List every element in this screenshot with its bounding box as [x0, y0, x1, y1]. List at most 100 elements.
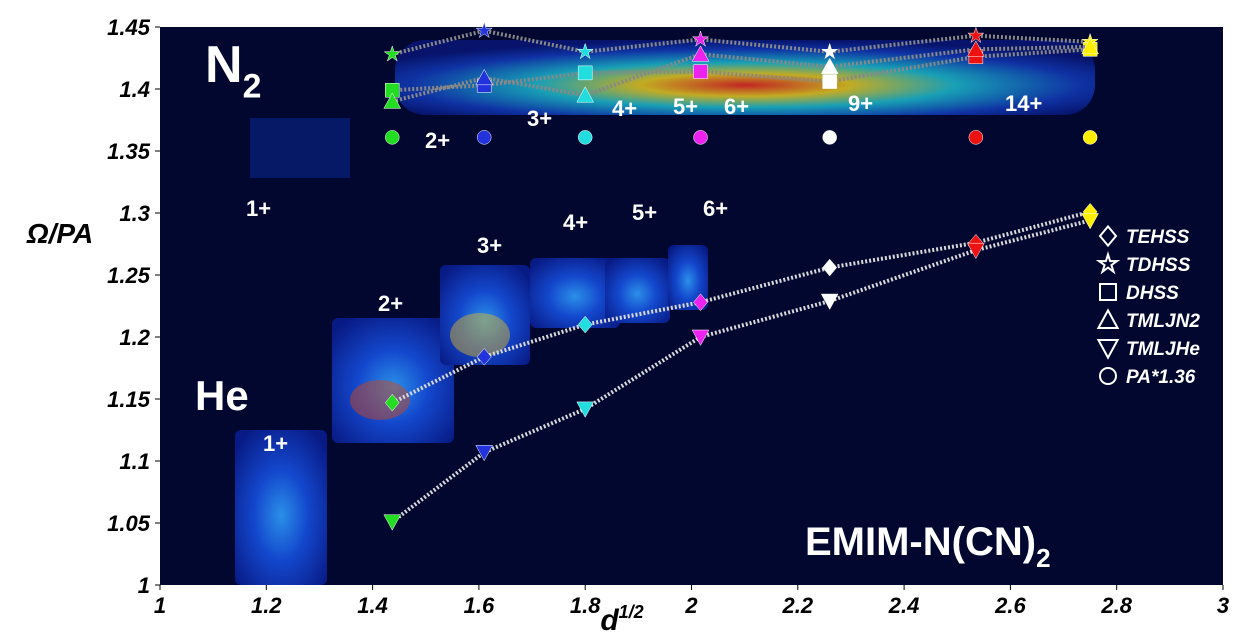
marker — [385, 130, 400, 145]
annotation: 4+ — [563, 210, 588, 235]
annotation: N2 — [205, 36, 261, 106]
marker — [576, 401, 595, 418]
marker — [383, 92, 402, 109]
annotation: EMIM-N(CN)2 — [805, 520, 1051, 573]
annotation-text: 2+ — [425, 128, 450, 153]
marker — [475, 445, 494, 462]
x-tick-label: 2 — [684, 593, 698, 618]
annotation: 4+ — [612, 96, 637, 121]
legend-label: TMLJHe — [1126, 339, 1200, 360]
marker — [693, 64, 708, 79]
legend-label: TDHSS — [1126, 255, 1191, 276]
annotation-text: 6+ — [703, 196, 728, 221]
annotation: 5+ — [632, 200, 657, 225]
marker — [385, 82, 400, 98]
annotation-text: He — [195, 372, 249, 419]
x-tick-label: 1.2 — [251, 593, 282, 618]
marker — [967, 26, 985, 44]
annotation-text: 4+ — [612, 96, 637, 121]
x-tick-label: 2.6 — [994, 593, 1026, 618]
x-tick-label: 2.2 — [782, 593, 814, 618]
annotation-text: 3+ — [477, 233, 502, 258]
marker — [476, 348, 492, 366]
marker — [576, 86, 595, 103]
annotation: 14+ — [1005, 91, 1042, 116]
marker — [820, 42, 839, 60]
x-tick-label: 1.8 — [570, 593, 601, 618]
y-tick-label: 1.4 — [119, 77, 150, 102]
marker — [577, 130, 593, 145]
marker — [967, 242, 985, 260]
annotation: 1+ — [246, 196, 271, 221]
annotation: 2+ — [378, 291, 403, 316]
annotation-text: 1+ — [246, 196, 271, 221]
annotation-sub: 2 — [243, 68, 262, 106]
annotation-text: N — [205, 36, 243, 94]
x-axis-label-text: d — [600, 604, 619, 637]
x-axis-label-sup: 1/2 — [619, 602, 644, 622]
marker — [822, 258, 838, 277]
annotation-text: 5+ — [632, 200, 657, 225]
annotation: 3+ — [527, 106, 552, 131]
annotation-text: 4+ — [563, 210, 588, 235]
annotation: 6+ — [724, 94, 749, 119]
annotation-sub: 2 — [1036, 543, 1050, 573]
annotation: 1+ — [263, 431, 288, 456]
marker — [1082, 130, 1098, 145]
marker — [820, 57, 839, 74]
annotation: 6+ — [703, 196, 728, 221]
marker — [820, 293, 839, 310]
annotation: 9+ — [848, 91, 873, 116]
x-tick-label: 3 — [1217, 593, 1229, 618]
marker — [476, 130, 492, 145]
marker — [1098, 224, 1118, 248]
annotation-text: 9+ — [848, 91, 873, 116]
y-tick-label: 1.35 — [107, 139, 151, 164]
annotation-text: 14+ — [1005, 91, 1042, 116]
marker — [475, 68, 494, 86]
marker — [691, 30, 710, 47]
legend-label: TEHSS — [1126, 227, 1190, 248]
marker — [822, 74, 837, 89]
marker — [691, 45, 710, 62]
marker — [383, 514, 402, 531]
marker — [1096, 308, 1120, 329]
y-tick-label: 1.05 — [107, 511, 151, 536]
y-tick-label: 1.1 — [119, 449, 150, 474]
x-tick-label: 1 — [154, 593, 166, 618]
marker — [1095, 251, 1121, 275]
x-tick-label: 2.4 — [888, 593, 920, 618]
annotation: 5+ — [673, 94, 698, 119]
marker — [693, 130, 708, 145]
marker — [577, 315, 593, 334]
marker — [576, 42, 594, 60]
marker — [1081, 37, 1099, 55]
annotation-text: 3+ — [527, 106, 552, 131]
annotation: 3+ — [477, 233, 502, 258]
annotation-text: EMIM-N(CN) — [805, 520, 1036, 564]
annotation-text: 2+ — [378, 291, 403, 316]
legend-label: PA*1.36 — [1126, 367, 1196, 388]
legend-label: DHSS — [1126, 283, 1179, 304]
legend-label: TMLJN2 — [1126, 311, 1200, 332]
annotation: He — [195, 372, 249, 419]
marker — [475, 21, 493, 39]
y-axis-label: Ω/PA — [26, 218, 93, 249]
marker — [693, 293, 708, 312]
y-tick-label: 1.15 — [107, 387, 151, 412]
annotation: 2+ — [425, 128, 450, 153]
x-tick-label: 1.6 — [464, 593, 495, 618]
y-tick-label: 1.25 — [107, 263, 151, 288]
marker — [1099, 283, 1117, 301]
heatmap — [235, 40, 1095, 585]
marker — [384, 393, 400, 412]
marker — [577, 65, 593, 81]
annotation-text: 6+ — [724, 94, 749, 119]
marker — [691, 329, 710, 346]
marker — [968, 130, 984, 145]
marker — [822, 130, 837, 145]
marker — [383, 45, 402, 62]
y-tick-label: 1 — [138, 573, 150, 598]
marker — [1081, 213, 1099, 230]
